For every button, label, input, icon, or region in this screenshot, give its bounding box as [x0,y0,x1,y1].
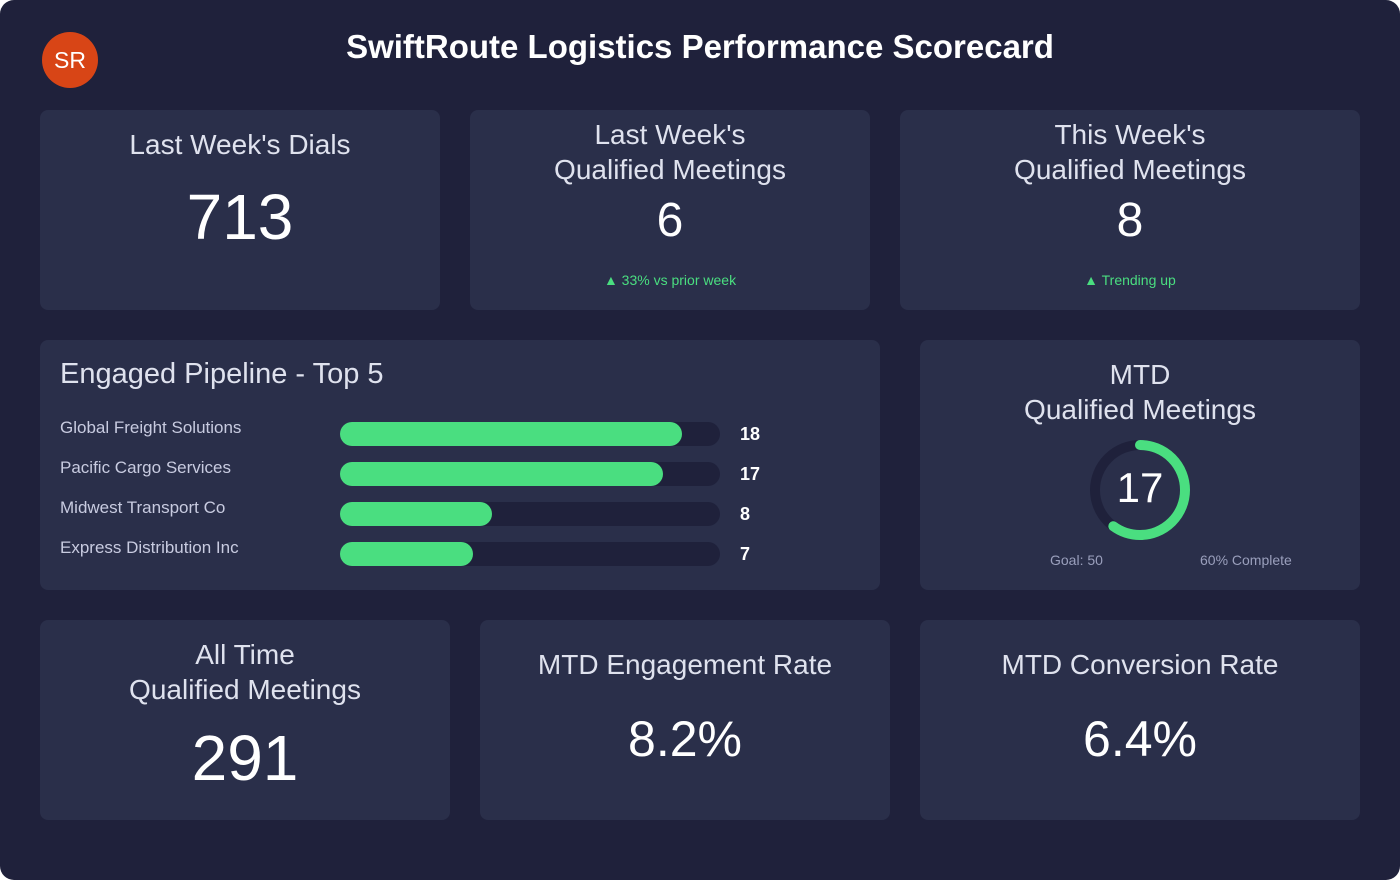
bar-value: 18 [740,424,761,444]
bar-fill [340,462,663,486]
card-label-line1: Last Week's [594,119,746,150]
company-name: Global Freight Solutions [60,418,242,437]
card-conversion-rate: MTD Conversion Rate 6.4% [920,620,1360,820]
ring-fill [1090,440,1190,540]
complete-label: 60% Complete [1200,552,1292,568]
pipeline-title: Engaged Pipeline - Top 5 [60,358,384,390]
card-all-time-meetings: All Time Qualified Meetings 291 [40,620,450,820]
pipeline-row: Midwest Transport Co 8 [60,498,760,526]
card-label-line2: Qualified Meetings [554,154,786,185]
card-value: 291 [191,722,299,794]
bar-fill [340,542,473,566]
company-name: Pacific Cargo Services [60,458,232,477]
pipeline-row: Express Distribution Inc 7 [60,538,760,566]
card-value: 8.2% [628,711,742,767]
card-label-line2: Qualified Meetings [1014,154,1246,185]
bar-track [340,462,720,486]
bar-track [340,502,720,526]
pipeline-row: Pacific Cargo Services 17 [60,458,761,486]
card-last-week-dials: Last Week's Dials 713 [40,110,440,310]
bar-value: 17 [740,464,761,484]
bar-fill [340,422,682,446]
trend-text: ▲ 33% vs prior week [603,272,737,288]
trend-text: ▲ Trending up [1084,272,1176,288]
card-this-week-meetings: This Week's Qualified Meetings 8 ▲ Trend… [900,110,1360,310]
card-value: 713 [186,181,294,253]
bar-track [340,422,720,446]
card-label: Last Week's Dials [129,129,351,160]
ring-value: 17 [1116,464,1164,511]
bar-track [340,542,720,566]
card-value: 8 [1116,194,1144,247]
bar-value: 8 [740,504,751,524]
progress-ring [1090,440,1190,540]
company-name: Midwest Transport Co [60,498,226,517]
bar-fill [340,502,492,526]
card-last-week-meetings: Last Week's Qualified Meetings 6 ▲ 33% v… [470,110,870,310]
mtd-meetings-card: MTD Qualified Meetings 17 Goal: 50 60% C… [920,340,1360,590]
card-value: 6.4% [1083,711,1197,767]
bar-value: 7 [740,544,751,564]
card-label: MTD Engagement Rate [537,649,833,680]
page-title: SwiftRoute Logistics Performance Scoreca… [346,28,1054,65]
card-engagement-rate: MTD Engagement Rate 8.2% [480,620,890,820]
logo-badge: SR [42,32,98,88]
pipeline-card: Engaged Pipeline - Top 5 Global Freight … [40,340,880,590]
card-label-line1: MTD [1109,359,1171,390]
card-label-line2: Qualified Meetings [129,674,361,705]
card-label: MTD Conversion Rate [1001,649,1279,680]
card-label-line1: This Week's [1054,119,1206,150]
company-name: Express Distribution Inc [60,538,239,557]
card-label-line2: Qualified Meetings [1024,394,1256,425]
card-value: 6 [656,194,684,247]
goal-label: Goal: 50 [1050,552,1103,568]
pipeline-row: Global Freight Solutions 18 [60,418,761,446]
card-label-line1: All Time [195,639,295,670]
